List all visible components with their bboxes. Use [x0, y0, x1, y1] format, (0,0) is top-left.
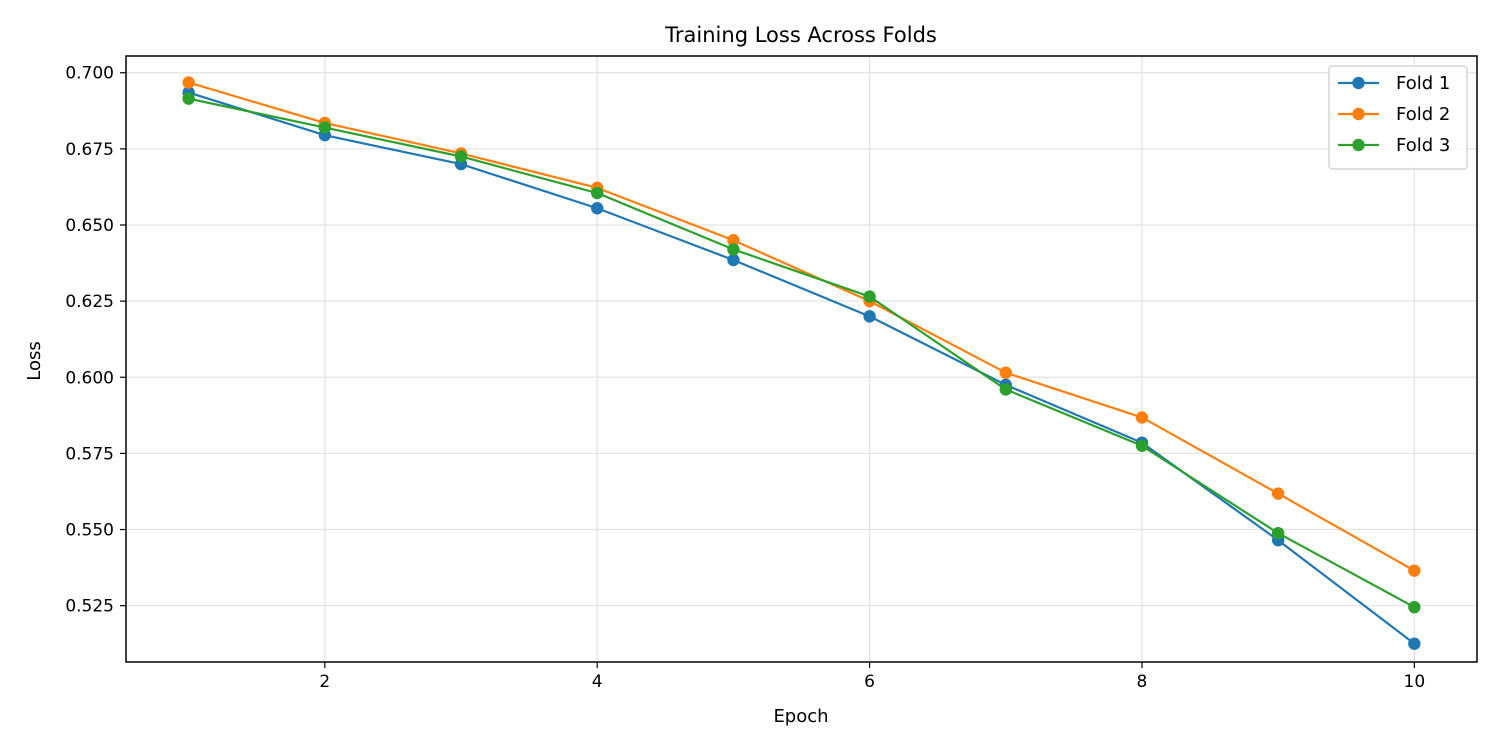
data-point-fold-2 — [182, 76, 195, 89]
data-point-fold-3 — [727, 243, 740, 256]
data-point-fold-2 — [1271, 487, 1285, 500]
y-axis-label: Loss — [24, 341, 45, 380]
legend-label-fold-2: Fold 2 — [1396, 104, 1450, 125]
series-line-fold-3 — [187, 97, 1416, 609]
y-tick-label: 0.600 — [65, 368, 114, 388]
series-layer — [182, 76, 1421, 650]
x-tick-label: 8 — [1137, 672, 1148, 692]
y-tick-label: 0.550 — [65, 521, 114, 541]
data-point-fold-2 — [727, 234, 740, 247]
legend-label-fold-1: Fold 1 — [1396, 73, 1450, 94]
x-tick-label: 4 — [592, 672, 603, 692]
data-point-fold-3 — [1135, 439, 1149, 452]
data-point-fold-3 — [1271, 526, 1285, 540]
y-tick-label: 0.525 — [65, 597, 114, 617]
ticks-layer: 2 4 6 8 10 0.525 0.550 0.575 0.600 0.625 0.650 0.67… — [65, 64, 1425, 692]
x-tick-label: 6 — [864, 672, 875, 692]
data-point-fold-3 — [999, 383, 1012, 396]
data-point-fold-3 — [591, 186, 604, 200]
y-tick-label: 0.625 — [65, 292, 114, 312]
data-point-fold-2 — [1408, 564, 1421, 577]
data-point-fold-2 — [1135, 411, 1149, 424]
x-tick-label: 10 — [1404, 672, 1426, 692]
data-point-fold-3 — [182, 92, 195, 105]
legend: Fold 1 Fold 2 Fold 3 — [1328, 65, 1468, 170]
y-tick-label: 0.650 — [65, 216, 114, 236]
axes-layer — [125, 55, 1478, 663]
legend-marker-fold-2 — [1352, 107, 1365, 121]
series-line-fold-2 — [187, 81, 1416, 572]
chart-title: Training Loss Across Folds — [664, 23, 937, 47]
legend-label-fold-3: Fold 3 — [1396, 135, 1450, 156]
series-line-fold-1 — [187, 91, 1416, 645]
data-point-fold-1 — [727, 253, 740, 267]
grid-layer — [126, 56, 1477, 662]
x-tick-label: 2 — [319, 672, 330, 692]
data-point-fold-3 — [454, 150, 468, 163]
x-axis-label: Epoch — [773, 706, 828, 727]
data-point-fold-3 — [318, 121, 332, 134]
data-point-fold-1 — [1408, 637, 1421, 650]
y-tick-label: 0.675 — [65, 140, 114, 160]
data-point-fold-3 — [863, 290, 876, 303]
y-tick-label: 0.700 — [65, 64, 114, 84]
legend-marker-fold-3 — [1352, 138, 1365, 152]
data-point-fold-1 — [591, 202, 604, 215]
data-point-fold-1 — [863, 310, 876, 323]
plot-frame — [125, 55, 1478, 663]
legend-marker-fold-1 — [1352, 76, 1365, 90]
y-tick-label: 0.575 — [65, 444, 114, 464]
data-point-fold-3 — [1408, 600, 1421, 614]
data-point-fold-2 — [999, 366, 1012, 379]
